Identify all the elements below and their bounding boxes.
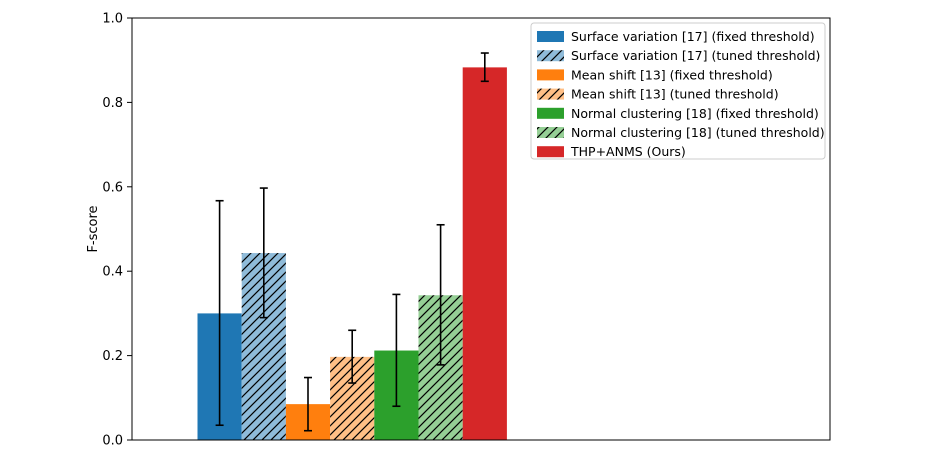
error-bar-5 xyxy=(392,293,401,408)
legend-item-2: Surface variation [17] (tuned threshold) xyxy=(537,48,820,63)
legend-swatch-7 xyxy=(537,146,564,158)
axes-layer: 0.0 0.2 0.4 0.6 0.8 1.0 xyxy=(102,12,831,449)
legend-item-3: Mean shift [13] (fixed threshold) xyxy=(537,67,773,82)
y-tick-label-2: 0.4 xyxy=(102,265,123,280)
legend-label-3: Mean shift [13] (fixed threshold) xyxy=(571,67,773,82)
legend-item-7: THP+ANMS (Ours) xyxy=(537,144,686,159)
bar-7 xyxy=(462,67,507,441)
legend-label-5: Normal clustering [18] (fixed threshold) xyxy=(571,106,819,121)
y-tick-label-3: 0.6 xyxy=(102,180,123,195)
legend-swatch-3 xyxy=(537,69,564,81)
bars-layer xyxy=(197,67,507,441)
legend-label-7: THP+ANMS (Ours) xyxy=(570,144,686,159)
legend-swatch-4 xyxy=(537,88,564,100)
y-tick-label-4: 0.8 xyxy=(102,96,123,111)
y-tick-label-1: 0.2 xyxy=(102,349,123,364)
y-axis-label: F-score xyxy=(86,205,101,252)
error-bar-3 xyxy=(304,376,312,432)
legend-label-1: Surface variation [17] (fixed threshold) xyxy=(571,29,815,44)
legend-label-2: Surface variation [17] (tuned threshold) xyxy=(571,48,820,63)
error-bar-1 xyxy=(215,199,224,427)
error-bar-6 xyxy=(436,223,445,366)
error-bar-2 xyxy=(259,187,268,319)
legend: Surface variation [17] (fixed threshold)… xyxy=(530,22,826,160)
legend-label-6: Normal clustering [18] (tuned threshold) xyxy=(571,125,825,140)
legend-swatch-5 xyxy=(537,107,564,119)
legend-item-1: Surface variation [17] (fixed threshold) xyxy=(537,29,815,44)
legend-item-6: Normal clustering [18] (tuned threshold) xyxy=(537,125,825,140)
plot-frame xyxy=(131,17,831,441)
error-bar-7 xyxy=(480,52,489,83)
legend-item-5: Normal clustering [18] (fixed threshold) xyxy=(537,106,819,121)
legend-swatch-1 xyxy=(537,31,564,42)
legend-box xyxy=(530,22,826,160)
legend-swatch-6 xyxy=(537,127,564,138)
error-bar-4 xyxy=(348,329,357,384)
error-bars-layer xyxy=(215,52,489,432)
legend-item-4: Mean shift [13] (tuned threshold) xyxy=(537,87,779,102)
y-tick-label-0: 0.0 xyxy=(102,434,123,449)
y-tick-label-5: 1.0 xyxy=(102,12,123,27)
legend-label-4: Mean shift [13] (tuned threshold) xyxy=(571,87,779,102)
legend-swatch-2 xyxy=(537,50,564,62)
